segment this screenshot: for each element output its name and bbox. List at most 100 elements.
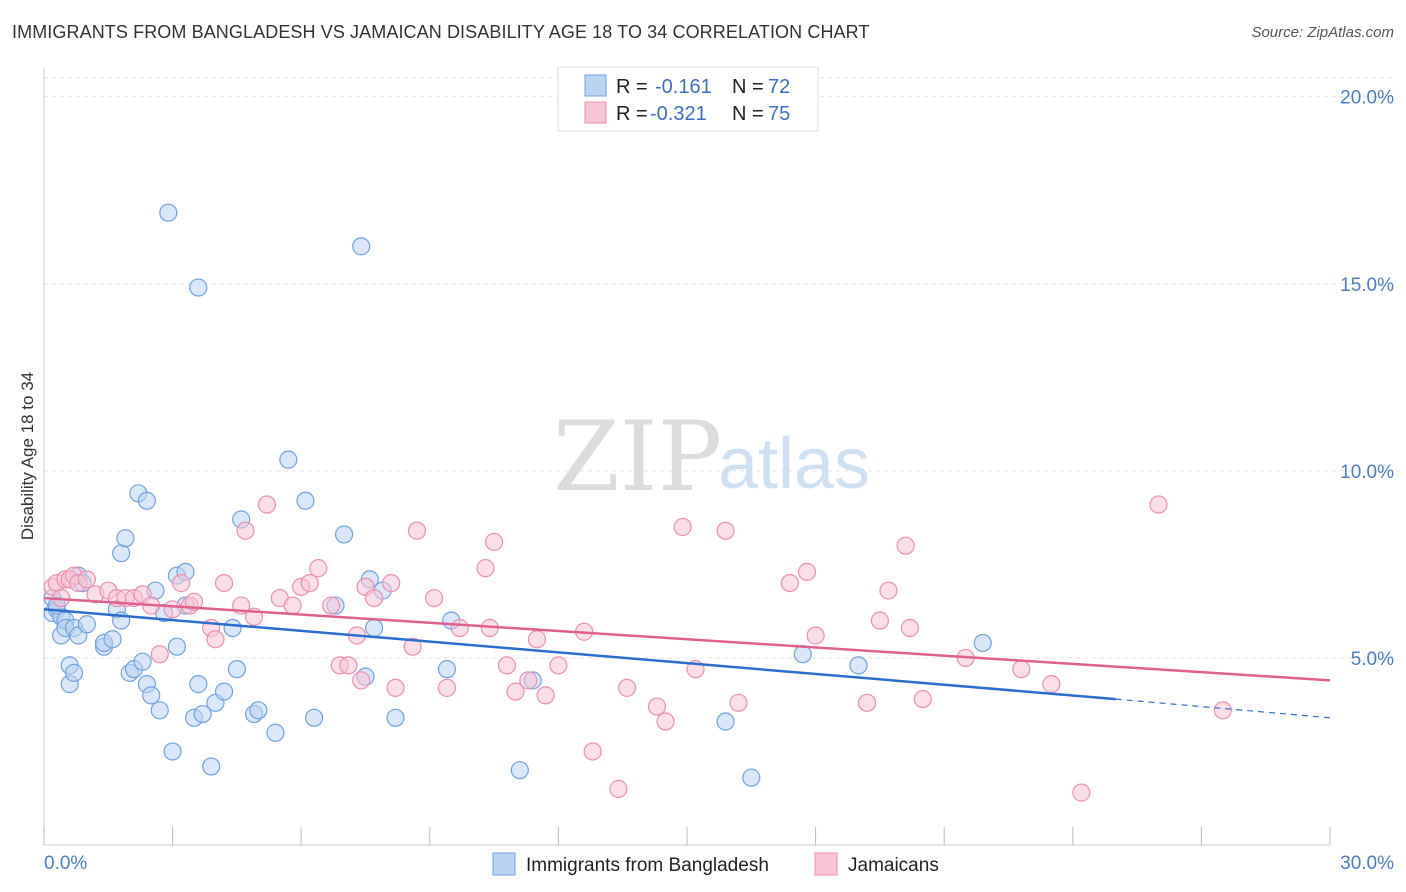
bangladesh-point [973,633,992,653]
bangladesh-point [279,450,298,469]
legend-n-label: N = [732,103,764,125]
jamaican-point [900,618,920,638]
jamaican-point [206,630,225,649]
legend-r-label: R = [616,103,648,125]
bangladesh-point [103,630,122,649]
jamaican-point [806,626,825,645]
bangladesh-point [159,203,178,222]
trend-lines [43,596,1331,719]
legend-label-bangladesh: Immigrants from Bangladesh [526,855,769,876]
jamaican-point [184,592,204,611]
jamaican-point [583,742,602,761]
jamaican-point [257,495,277,514]
jamaican-point [519,671,538,690]
chart-source: Source: ZipAtlas.com [1251,24,1394,41]
x-tick-label-max: 30.0% [1340,853,1394,874]
jamaican-point [780,573,799,593]
bangladesh-point [223,618,242,638]
jamaican-point [1072,783,1091,802]
jamaican-point [283,596,302,615]
watermark-atlas: atlas [718,424,870,504]
jamaican-point [476,559,495,578]
bangladesh-trend-line [43,608,1116,701]
chart-title: IMMIGRANTS FROM BANGLADESH VS JAMAICAN D… [12,22,870,42]
jamaican-point [656,712,675,731]
jamaican-point [437,678,457,697]
jamaican-point [506,682,525,701]
jamaican-point [163,600,182,619]
jamaican-point [857,693,877,712]
bangladesh-point [150,701,169,720]
bangladesh-point [352,237,371,256]
jamaican-point [322,596,341,615]
bangladesh-point [189,278,208,297]
jamaican-point [497,656,517,675]
bangladesh-point [437,660,457,679]
bangladesh-point [116,529,135,548]
jamaican-point [424,588,444,608]
bangladesh-point [249,701,268,720]
grid-lines [44,77,1392,659]
jamaican-point [386,678,405,697]
jamaican-point [716,521,735,540]
y-tick-label: 20.0% [1340,88,1394,109]
legend-label-jamaicans: Jamaicans [848,855,939,876]
bangladesh-point [167,637,186,656]
bangladesh-point [364,618,384,638]
bangladesh-point [77,615,96,634]
legend-swatch-jamaicans [584,101,607,124]
legend-swatch-bangladesh [492,852,516,876]
y-tick-label: 5.0% [1351,649,1394,670]
jamaican-point [403,637,422,656]
bangladesh-point [214,682,234,701]
jamaican-point [1012,660,1031,679]
y-tick-labels: 5.0% 10.0% 15.0% 20.0% [1340,88,1394,670]
jamaican-point [364,588,384,608]
jamaican-point [300,573,319,593]
jamaican-point [77,570,96,589]
jamaican-point [1213,701,1232,720]
jamaican-point [352,671,371,690]
jamaican-point [150,645,169,664]
correlation-legend: R = -0.161 N = 72 R = -0.321 N = 75 [557,66,819,132]
legend-n-value: 75 [768,103,790,125]
jamaican-point [172,573,191,593]
legend-n-value: 72 [768,76,790,98]
series-legend: Immigrants from Bangladesh Jamaicans [492,852,939,876]
jamaican-point [536,686,555,705]
jamaican-point [407,521,427,540]
bangladesh-point [296,491,315,510]
bangladesh-point [193,704,212,724]
y-tick-label: 10.0% [1340,462,1394,483]
jamaican-point [450,618,469,638]
x-tick-label-min: 0.0% [44,853,87,874]
legend-r-label: R = [616,76,648,98]
jamaican-point [382,573,401,593]
watermark: ZIP atlas [553,401,870,513]
jamaican-point [896,536,915,555]
bangladesh-point [304,708,324,727]
bangladesh-point [334,525,354,544]
jamaican-point [729,693,748,712]
bangladesh-point [163,742,182,761]
jamaican-point [617,678,637,697]
jamaican-trend-line [43,596,1331,682]
legend-swatch-jamaicans [814,852,838,876]
bangladesh-point [386,708,405,727]
legend-swatch-bangladesh [584,74,607,97]
bangladesh-point [266,723,285,742]
bangladesh-trend-extension [1115,698,1331,719]
jamaican-point [797,562,817,581]
jamaican-point [1042,675,1061,694]
bangladesh-point [142,686,161,705]
bangladesh-point [202,757,221,776]
axes [43,68,1331,846]
jamaican-point [236,521,255,540]
jamaican-point [339,656,358,675]
bangladesh-point [64,663,84,682]
jamaican-point [1149,495,1168,514]
jamaican-point [527,630,547,649]
legend-n-label: N = [732,76,764,98]
jamaican-point [485,532,504,552]
